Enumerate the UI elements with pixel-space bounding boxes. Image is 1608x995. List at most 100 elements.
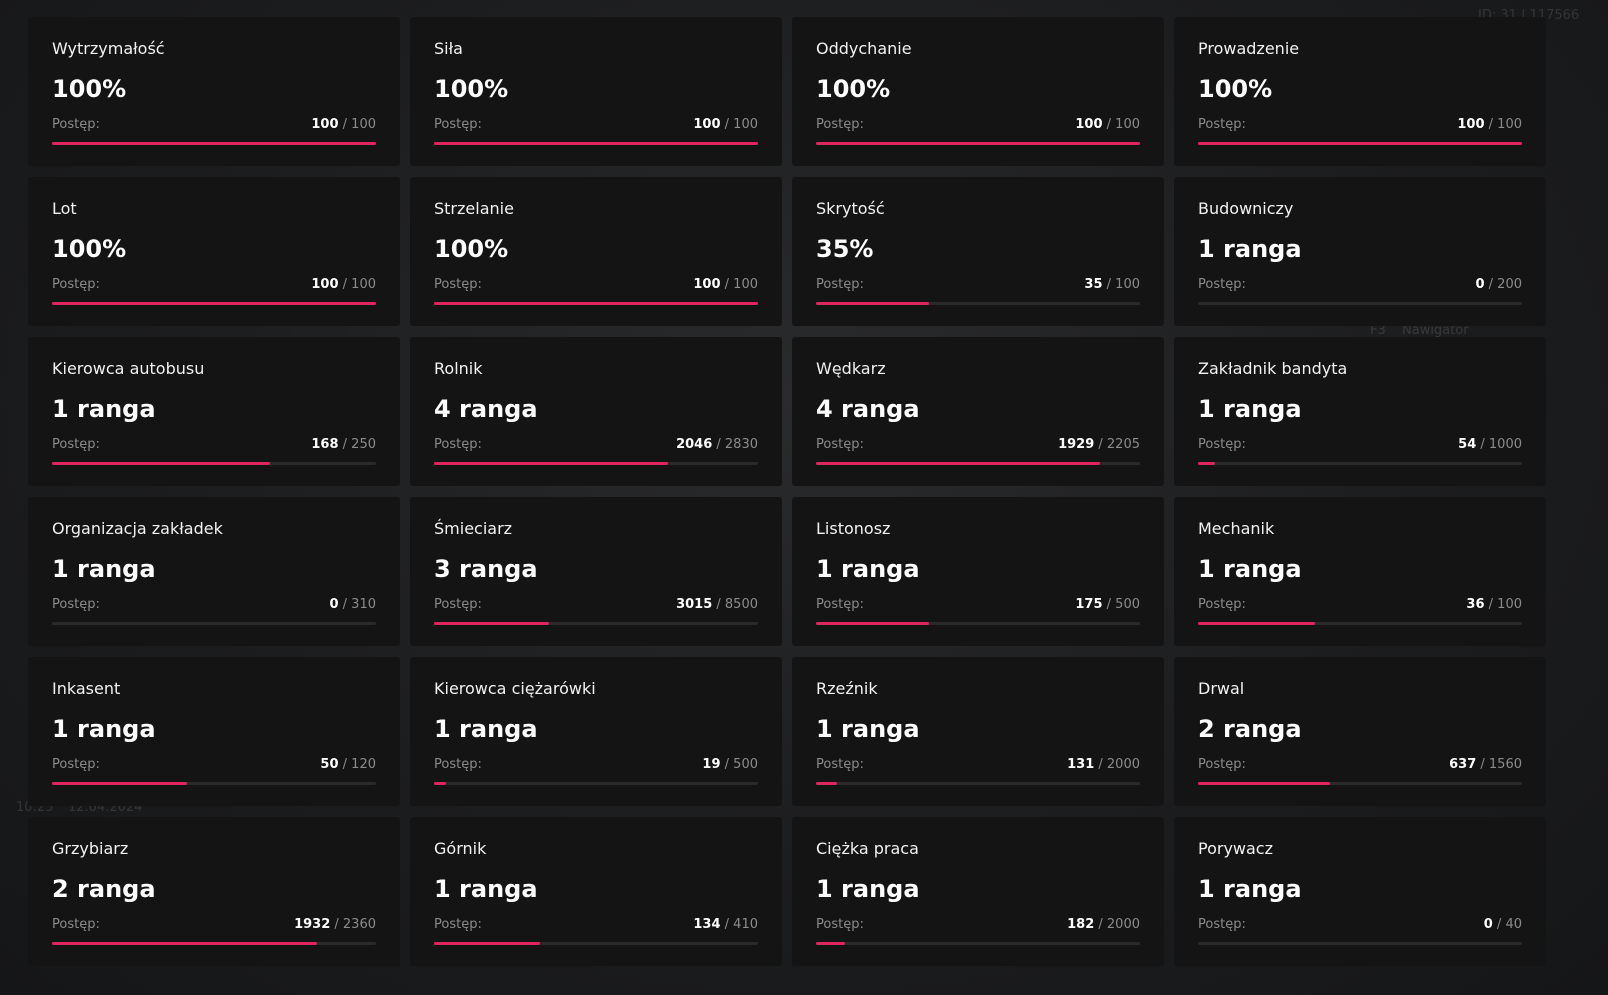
skill-name: Rzeźnik <box>816 679 878 698</box>
progress-separator: / <box>720 917 734 932</box>
progress-bar-fill <box>434 622 550 625</box>
progress-separator: / <box>1102 597 1116 612</box>
skill-card: Ciężka praca 1 ranga Postęp: 182 / 2000 <box>792 817 1164 966</box>
progress-bar-fill <box>1198 462 1216 465</box>
progress-bar <box>52 942 376 945</box>
progress-count: 168 / 250 <box>311 437 376 452</box>
progress-current: 131 <box>1067 757 1095 772</box>
progress-current: 54 <box>1458 437 1477 452</box>
progress-count: 35 / 100 <box>1084 277 1140 292</box>
skill-name: Wytrzymałość <box>52 39 165 58</box>
skill-level: 1 ranga <box>1198 235 1302 263</box>
progress-count: 100 / 100 <box>1075 117 1140 132</box>
progress-bar <box>434 302 758 305</box>
progress-count: 54 / 1000 <box>1458 437 1522 452</box>
progress-max: 100 <box>1115 277 1140 292</box>
progress-max: 410 <box>733 917 758 932</box>
skill-name: Oddychanie <box>816 39 912 58</box>
skill-name: Rolnik <box>434 359 483 378</box>
progress-separator: / <box>720 277 734 292</box>
progress-count: 3015 / 8500 <box>676 597 758 612</box>
progress-count: 100 / 100 <box>311 277 376 292</box>
progress-separator: / <box>1484 597 1498 612</box>
progress-count: 175 / 500 <box>1075 597 1140 612</box>
skill-level: 100% <box>52 235 127 263</box>
skill-name: Skrytość <box>816 199 885 218</box>
skill-name: Wędkarz <box>816 359 886 378</box>
progress-max: 100 <box>1115 117 1140 132</box>
skill-card: Grzybiarz 2 ranga Postęp: 1932 / 2360 <box>28 817 400 966</box>
skill-name: Górnik <box>434 839 487 858</box>
skill-card: Skrytość 35% Postęp: 35 / 100 <box>792 177 1164 326</box>
progress-bar <box>816 942 1140 945</box>
progress-count: 0 / 310 <box>329 597 376 612</box>
progress-current: 637 <box>1449 757 1477 772</box>
progress-bar-fill <box>1198 782 1331 785</box>
progress-label: Postęp: <box>52 437 100 452</box>
skill-card: Wędkarz 4 ranga Postęp: 1929 / 2205 <box>792 337 1164 486</box>
skill-level: 4 ranga <box>434 395 538 423</box>
progress-bar <box>52 622 376 625</box>
progress-label: Postęp: <box>1198 117 1246 132</box>
progress-current: 3015 <box>676 597 713 612</box>
skill-level: 1 ranga <box>52 715 156 743</box>
skill-card: Porywacz 1 ranga Postęp: 0 / 40 <box>1174 817 1546 966</box>
progress-bar <box>52 782 376 785</box>
progress-count: 1929 / 2205 <box>1058 437 1140 452</box>
skill-card: Rzeźnik 1 ranga Postęp: 131 / 2000 <box>792 657 1164 806</box>
progress-bar <box>52 142 376 145</box>
progress-bar <box>1198 142 1522 145</box>
progress-separator: / <box>1476 437 1489 452</box>
progress-bar-fill <box>52 462 270 465</box>
progress-current: 0 <box>1475 277 1485 292</box>
progress-count: 2046 / 2830 <box>676 437 758 452</box>
skill-card: Rolnik 4 ranga Postęp: 2046 / 2830 <box>410 337 782 486</box>
skill-name: Mechanik <box>1198 519 1275 538</box>
progress-bar-fill <box>434 942 540 945</box>
skill-name: Lot <box>52 199 77 218</box>
progress-max: 500 <box>1115 597 1140 612</box>
progress-max: 2360 <box>342 917 376 932</box>
skill-level: 35% <box>816 235 874 263</box>
progress-separator: / <box>338 277 352 292</box>
hotkey-f3-text: F3 <box>1370 323 1386 338</box>
progress-max: 100 <box>1497 597 1522 612</box>
progress-bar-fill <box>52 302 376 305</box>
progress-bar-fill <box>816 302 930 305</box>
progress-count: 131 / 2000 <box>1067 757 1140 772</box>
progress-label: Postęp: <box>816 757 864 772</box>
skill-level: 100% <box>1198 75 1273 103</box>
skill-level: 100% <box>52 75 127 103</box>
progress-count: 100 / 100 <box>311 117 376 132</box>
skill-name: Siła <box>434 39 463 58</box>
progress-separator: / <box>1476 757 1489 772</box>
progress-label: Postęp: <box>1198 597 1246 612</box>
progress-max: 500 <box>733 757 758 772</box>
progress-separator: / <box>1102 117 1116 132</box>
skill-card: Mechanik 1 ranga Postęp: 36 / 100 <box>1174 497 1546 646</box>
progress-max: 1000 <box>1488 437 1522 452</box>
progress-label: Postęp: <box>52 917 100 932</box>
progress-bar-fill <box>434 142 758 145</box>
progress-max: 2205 <box>1106 437 1140 452</box>
progress-count: 637 / 1560 <box>1449 757 1522 772</box>
progress-current: 100 <box>311 277 339 292</box>
progress-label: Postęp: <box>52 757 100 772</box>
skill-card: Kierowca ciężarówki 1 ranga Postęp: 19 /… <box>410 657 782 806</box>
skill-level: 2 ranga <box>1198 715 1302 743</box>
progress-max: 1560 <box>1488 757 1522 772</box>
progress-max: 100 <box>351 117 376 132</box>
progress-bar-fill <box>816 622 930 625</box>
progress-label: Postęp: <box>434 597 482 612</box>
progress-count: 100 / 100 <box>1457 117 1522 132</box>
progress-count: 100 / 100 <box>693 117 758 132</box>
skill-level: 1 ranga <box>434 715 538 743</box>
progress-bar <box>816 142 1140 145</box>
progress-bar <box>434 782 758 785</box>
skill-level: 4 ranga <box>816 395 920 423</box>
progress-bar <box>52 462 376 465</box>
progress-count: 36 / 100 <box>1466 597 1522 612</box>
skill-name: Zakładnik bandyta <box>1198 359 1348 378</box>
skill-level: 100% <box>816 75 891 103</box>
progress-bar-fill <box>816 942 846 945</box>
